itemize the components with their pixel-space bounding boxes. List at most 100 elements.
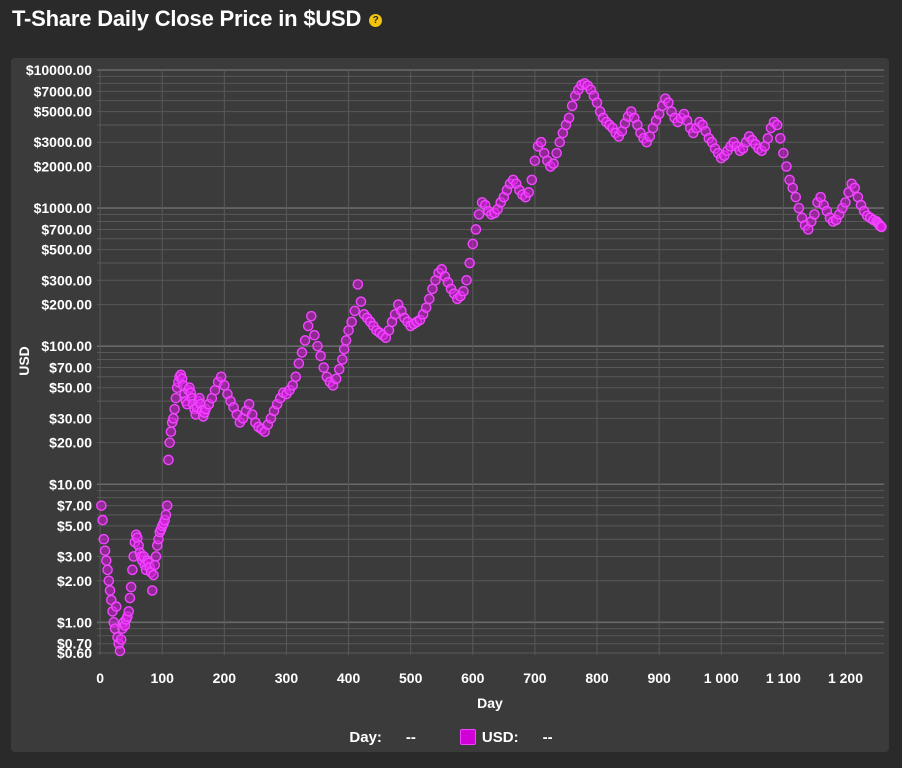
data-point[interactable]	[163, 454, 174, 466]
y-tick-label: $1.00	[57, 614, 92, 630]
data-point[interactable]	[98, 533, 110, 545]
data-point[interactable]	[790, 191, 802, 203]
chart-grid	[97, 69, 884, 655]
data-point[interactable]	[473, 209, 485, 220]
data-point[interactable]	[809, 209, 820, 220]
data-point[interactable]	[96, 500, 107, 511]
data-point[interactable]	[168, 413, 179, 424]
data-point[interactable]	[340, 335, 352, 346]
data-point[interactable]	[215, 371, 227, 383]
data-point[interactable]	[149, 559, 161, 571]
data-point[interactable]	[302, 320, 314, 332]
data-point[interactable]	[467, 238, 479, 250]
data-point[interactable]	[840, 197, 851, 208]
data-point[interactable]	[103, 575, 115, 587]
data-point[interactable]	[165, 426, 177, 438]
data-point[interactable]	[125, 581, 137, 593]
data-point[interactable]	[548, 158, 559, 169]
data-points[interactable]	[96, 78, 887, 657]
data-point[interactable]	[566, 100, 578, 112]
data-point[interactable]	[312, 340, 323, 352]
data-point[interactable]	[309, 329, 320, 341]
data-point[interactable]	[427, 283, 438, 295]
data-point[interactable]	[102, 564, 113, 576]
data-point[interactable]	[110, 601, 122, 612]
data-point[interactable]	[161, 500, 173, 511]
data-point[interactable]	[287, 380, 298, 391]
data-point[interactable]	[150, 551, 162, 562]
data-point[interactable]	[849, 182, 861, 194]
data-point[interactable]	[343, 325, 354, 336]
data-point[interactable]	[160, 509, 172, 521]
data-point[interactable]	[778, 147, 789, 159]
data-point[interactable]	[293, 358, 305, 369]
data-point[interactable]	[551, 147, 562, 159]
data-point[interactable]	[169, 403, 180, 415]
data-point[interactable]	[383, 325, 395, 336]
data-point[interactable]	[338, 343, 350, 355]
chart-panel	[11, 58, 889, 752]
data-point[interactable]	[123, 606, 134, 617]
help-icon[interactable]: ?	[369, 13, 383, 27]
data-point[interactable]	[349, 305, 361, 317]
data-point[interactable]	[352, 279, 364, 290]
data-point[interactable]	[793, 202, 805, 214]
data-point[interactable]	[591, 97, 603, 108]
data-point[interactable]	[315, 350, 326, 362]
data-point[interactable]	[97, 514, 108, 526]
data-point[interactable]	[762, 133, 774, 144]
data-point[interactable]	[355, 296, 367, 307]
data-point[interactable]	[464, 257, 475, 269]
data-point[interactable]	[526, 174, 538, 186]
y-tick-label: $70.00	[49, 360, 92, 376]
data-point[interactable]	[219, 380, 230, 391]
data-point[interactable]	[115, 634, 127, 645]
data-point[interactable]	[330, 373, 342, 385]
data-point[interactable]	[146, 585, 158, 596]
y-tick-label: $7.00	[57, 498, 92, 514]
data-point[interactable]	[663, 97, 674, 108]
data-point[interactable]	[787, 182, 798, 194]
legend-usd-swatch[interactable]	[459, 729, 476, 745]
data-point[interactable]	[124, 592, 136, 604]
legend-usd-label: USD:	[481, 728, 519, 746]
data-point[interactable]	[774, 133, 786, 144]
data-point[interactable]	[337, 354, 348, 365]
data-point[interactable]	[333, 363, 345, 375]
data-point[interactable]	[771, 119, 783, 131]
data-point[interactable]	[458, 285, 469, 297]
data-point[interactable]	[554, 136, 566, 148]
data-point[interactable]	[461, 274, 472, 286]
data-point[interactable]	[148, 569, 159, 581]
page-title: T-Share Daily Close Price in $USD	[12, 6, 362, 31]
data-point[interactable]	[127, 564, 138, 576]
data-point[interactable]	[305, 310, 317, 322]
data-point[interactable]	[99, 545, 111, 557]
data-point[interactable]	[529, 155, 541, 167]
data-point[interactable]	[243, 398, 255, 410]
y-tick-label: $3000.00	[34, 134, 93, 150]
data-point[interactable]	[104, 585, 116, 596]
data-point[interactable]	[470, 224, 482, 235]
data-point[interactable]	[114, 645, 126, 657]
data-point[interactable]	[101, 555, 112, 566]
data-point[interactable]	[781, 161, 792, 172]
data-point[interactable]	[170, 392, 182, 404]
y-axis-ticks: $0.60$0.70 $1.00 $2.00 $3.00 $5.00 $7.00 $10.0…	[26, 62, 92, 661]
x-axis-title: Day	[477, 695, 503, 711]
data-point[interactable]	[876, 221, 887, 233]
data-point[interactable]	[535, 136, 547, 148]
data-point[interactable]	[290, 371, 302, 383]
data-point[interactable]	[523, 187, 535, 198]
data-point[interactable]	[563, 112, 575, 124]
data-point[interactable]	[296, 347, 308, 358]
data-point[interactable]	[318, 362, 330, 373]
data-point[interactable]	[346, 316, 357, 328]
data-point[interactable]	[164, 437, 175, 448]
chart-header: T-Share Daily Close Price in $USD ?	[12, 4, 383, 34]
y-tick-label: $10000.00	[26, 62, 92, 78]
data-point[interactable]	[299, 335, 311, 346]
data-point[interactable]	[424, 293, 435, 305]
data-point[interactable]	[420, 302, 432, 313]
